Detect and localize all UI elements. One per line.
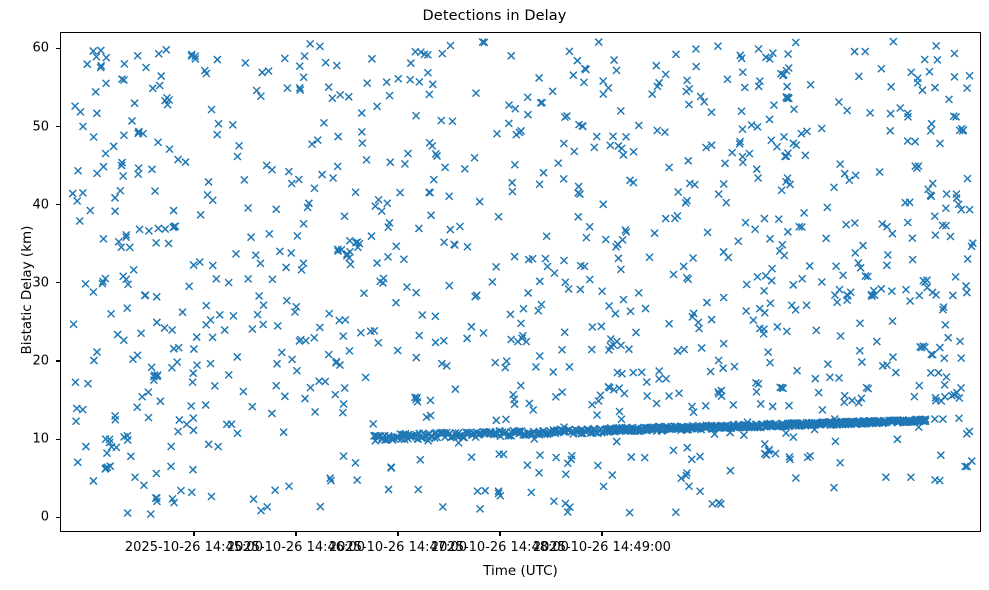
x-tick-mark <box>499 532 501 536</box>
y-tick-label: 30 <box>32 275 49 291</box>
x-axis-label: Time (UTC) <box>483 563 558 579</box>
y-tick-mark <box>56 516 60 518</box>
y-tick-mark <box>56 204 60 206</box>
x-tick-mark <box>397 532 399 536</box>
x-tick-label: 2025-10-26 14:47:00 <box>328 540 467 555</box>
x-tick-mark <box>295 532 297 536</box>
x-tick-label: 2025-10-26 14:48:00 <box>430 540 569 555</box>
page-title: Detections in Delay <box>422 8 567 24</box>
y-tick-label: 20 <box>32 353 49 369</box>
x-tick-mark <box>193 532 195 536</box>
x-tick-label: 2025-10-26 14:46:00 <box>226 540 365 555</box>
y-tick-label: 10 <box>32 431 49 447</box>
x-tick-label: 2025-10-26 14:45:00 <box>124 540 263 555</box>
y-tick-mark <box>56 282 60 284</box>
plot-area <box>60 32 981 532</box>
y-tick-mark <box>56 438 60 440</box>
scatter-points <box>68 37 977 519</box>
y-tick-label: 40 <box>32 197 49 213</box>
y-tick-label: 60 <box>32 40 49 56</box>
y-tick-label: 50 <box>32 119 49 135</box>
x-tick-mark <box>601 532 603 536</box>
x-tick-label: 2025-10-26 14:49:00 <box>532 540 671 555</box>
y-tick-label: 0 <box>40 509 49 525</box>
y-tick-mark <box>56 360 60 362</box>
y-tick-mark <box>56 47 60 49</box>
y-tick-mark <box>56 126 60 128</box>
